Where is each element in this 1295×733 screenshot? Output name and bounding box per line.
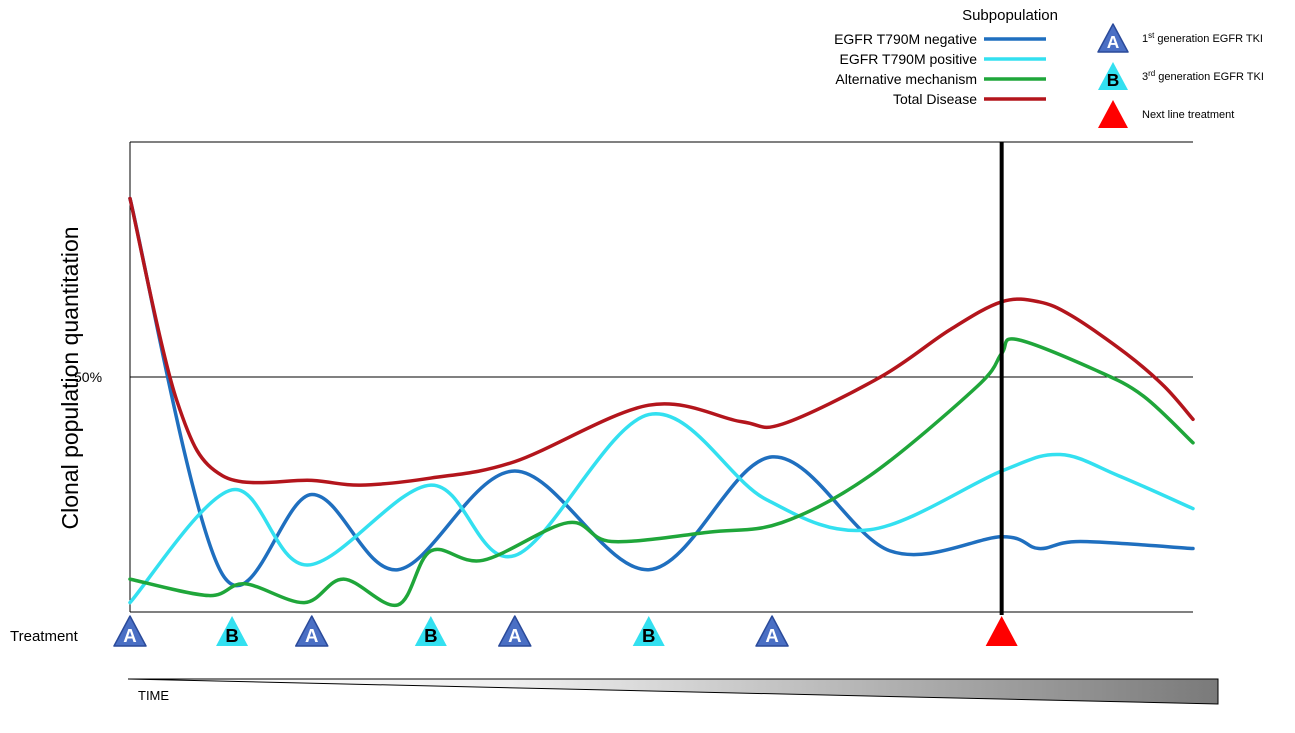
series-lines	[128, 196, 1195, 608]
treatment-marker-first: A	[755, 615, 789, 647]
triangle-letter: A	[765, 625, 778, 646]
treatment-marker-third: B	[414, 616, 447, 646]
triangle-letter: B	[424, 625, 437, 646]
grid-lines: 50%	[74, 141, 1193, 613]
time-axis	[127, 678, 1219, 705]
treatment-marker-third: B	[216, 616, 249, 646]
treatment-marker-third: B	[632, 616, 665, 646]
series-line-total-disease	[128, 196, 1195, 487]
triangle-shape	[1097, 23, 1129, 53]
treatment-legend-label: 1st generation EGFR TKI	[1142, 31, 1263, 46]
treatment-marker-next	[985, 616, 1018, 646]
subpopulation-legend: EGFR T790M negative EGFR T790M positive Al…	[834, 31, 1046, 107]
triangle-letter: B	[1107, 70, 1120, 90]
treatment-legend-label: Next line treatment	[1142, 109, 1234, 121]
triangle-shape	[295, 615, 329, 647]
treatment-marker-first: A	[498, 615, 532, 647]
triangle-letter: A	[305, 625, 318, 646]
treatment-marker-first: A	[295, 615, 329, 647]
legend-entry-label: Total Disease	[893, 91, 977, 107]
legend-triangle-third: B	[1098, 62, 1128, 90]
triangle-letter: A	[508, 625, 521, 646]
y-tick-label: 50%	[74, 369, 102, 385]
legend-entry-label: EGFR T790M negative	[834, 31, 977, 47]
triangle-shape	[1098, 62, 1128, 90]
triangle-letter: A	[123, 625, 136, 646]
time-label: TIME	[138, 688, 169, 703]
legend-triangle-next	[1098, 100, 1128, 128]
legend-entry-label: EGFR T790M positive	[840, 51, 978, 67]
triangle-shape	[498, 615, 532, 647]
legend-entry-label: Alternative mechanism	[835, 71, 977, 87]
treatment-row-label: Treatment	[10, 628, 79, 645]
series-line-egfr-t790m-positive	[128, 412, 1195, 605]
treatment-marker-first: A	[113, 615, 147, 647]
triangle-shape	[216, 616, 249, 646]
series-line-alternative-mechanism	[128, 337, 1195, 608]
y-axis-label: Clonal population quantitation	[57, 226, 83, 529]
treatment-legend: A 1st generation EGFR TKI B 3rd generation …	[1097, 23, 1264, 128]
triangle-letter: B	[225, 625, 238, 646]
legend-triangle-first: A	[1097, 23, 1129, 53]
triangle-letter: B	[642, 625, 655, 646]
triangle-shape	[755, 615, 789, 647]
time-wedge	[127, 678, 1219, 705]
triangle-shape	[985, 616, 1018, 646]
treatment-legend-label: 3rd generation EGFR TKI	[1142, 69, 1264, 84]
legend-title: Subpopulation	[962, 7, 1058, 24]
triangle-letter: A	[1107, 32, 1120, 52]
series-line-egfr-t790m-negative	[128, 196, 1195, 588]
triangle-shape	[414, 616, 447, 646]
triangle-shape	[632, 616, 665, 646]
triangle-shape	[1098, 100, 1128, 128]
triangle-shape	[113, 615, 147, 647]
